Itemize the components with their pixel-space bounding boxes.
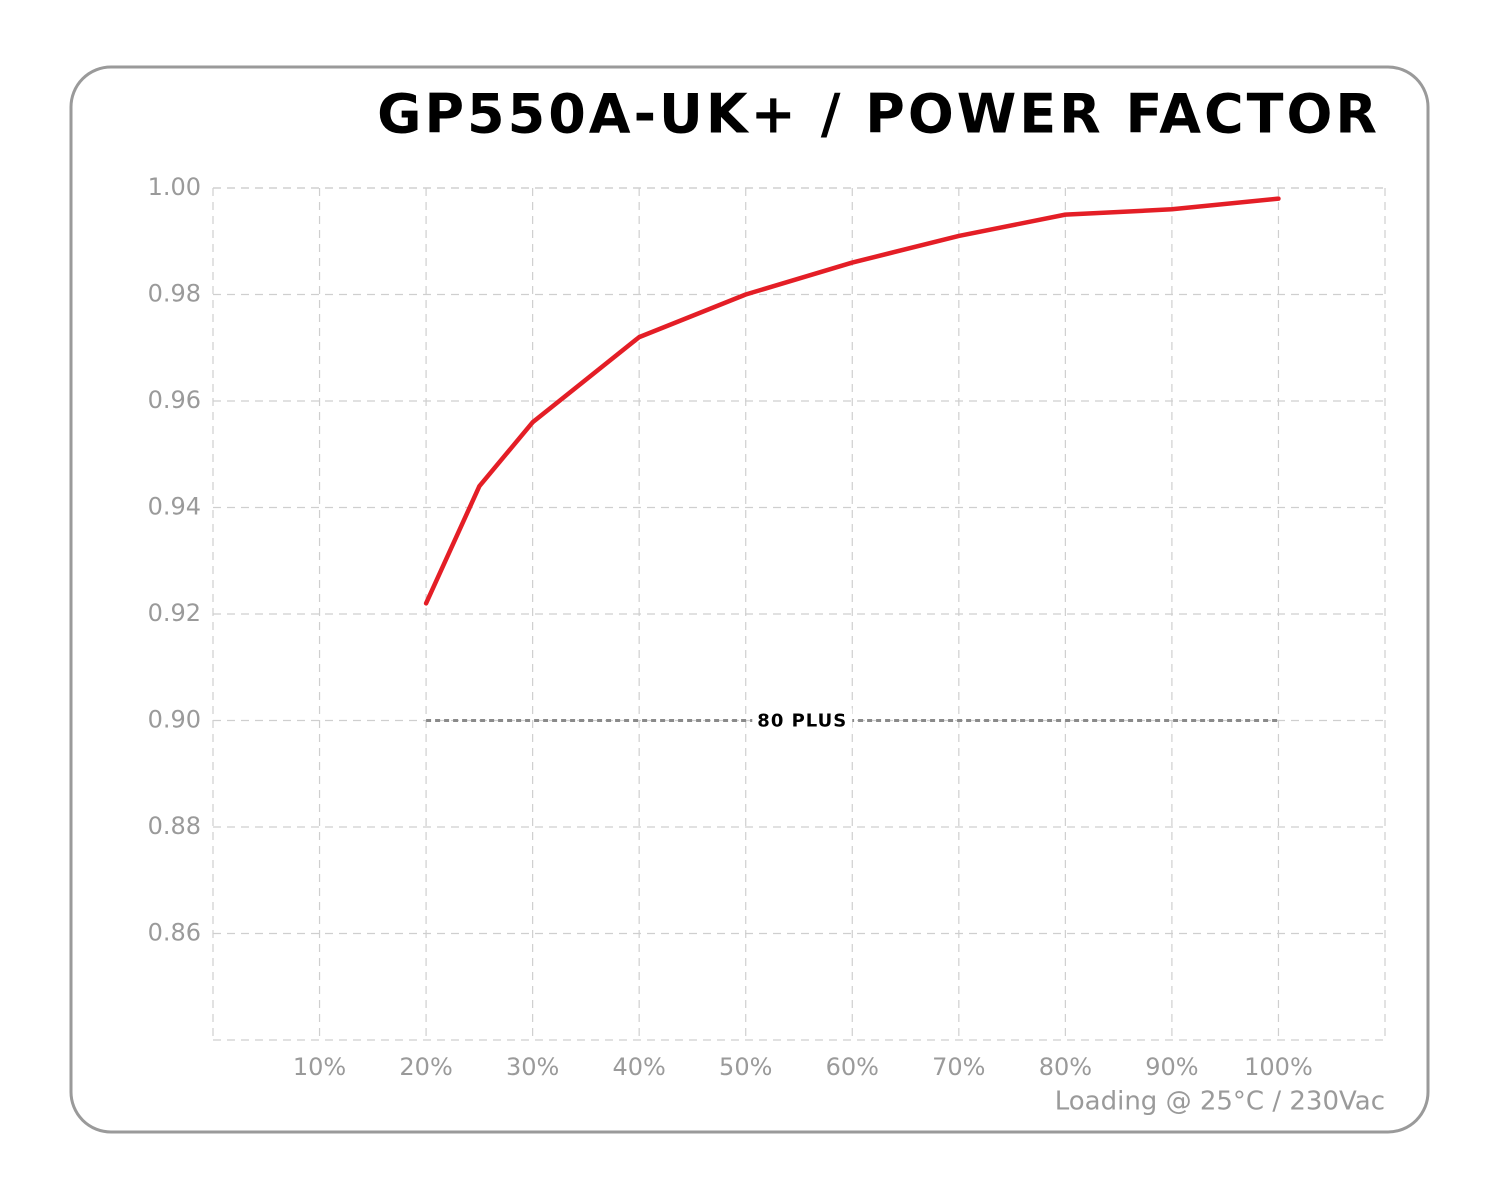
- x-tick-label: 70%: [932, 1053, 985, 1081]
- y-tick-label: 0.90: [148, 706, 201, 734]
- x-axis-label: Loading @ 25°C / 230Vac: [1055, 1087, 1385, 1117]
- x-tick-label: 20%: [399, 1053, 452, 1081]
- x-tick-label: 90%: [1145, 1053, 1198, 1081]
- data-line: [423, 196, 1281, 606]
- y-tick-label: 1.00: [148, 173, 201, 201]
- frame: [69, 65, 1430, 1134]
- y-tick-label: 0.96: [148, 386, 201, 414]
- y-tick-label: 0.88: [148, 812, 201, 840]
- x-tick-label: 60%: [826, 1053, 879, 1081]
- x-tick-label: 50%: [719, 1053, 772, 1081]
- x-tick-label: 40%: [613, 1053, 666, 1081]
- x-tick-label: 100%: [1244, 1053, 1313, 1081]
- reference-label-bg: [752, 708, 853, 733]
- y-tick-label: 0.94: [148, 493, 201, 521]
- chart-title: GP550A-UK+ / POWER FACTOR: [377, 83, 1380, 146]
- x-tick-label: 80%: [1039, 1053, 1092, 1081]
- y-tick-label: 0.86: [148, 919, 201, 947]
- x-tick-label: 10%: [293, 1053, 346, 1081]
- y-tick-label: 0.92: [148, 599, 201, 627]
- reference-label: 80 PLUS: [757, 711, 847, 732]
- x-tick-label: 30%: [506, 1053, 559, 1081]
- y-tick-label: 0.98: [148, 280, 201, 308]
